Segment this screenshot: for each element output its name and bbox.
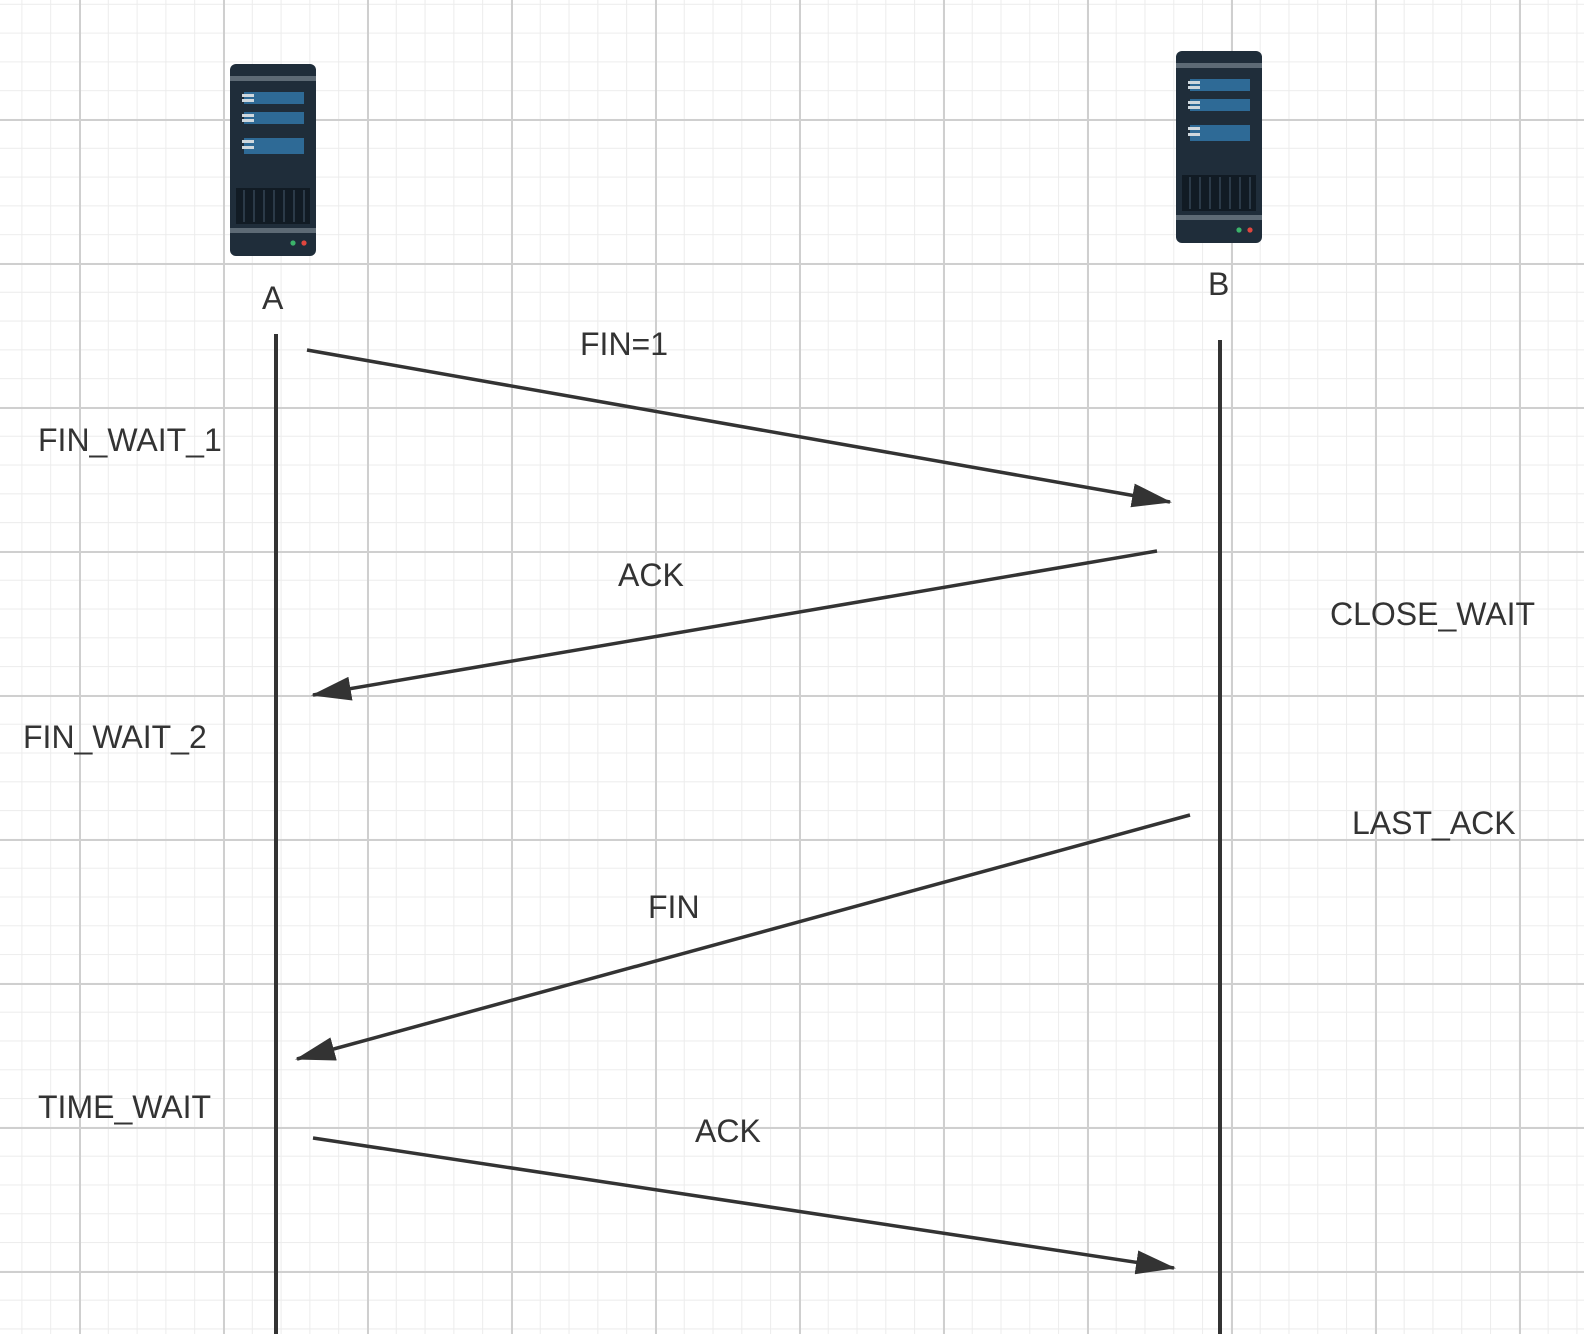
node-b-label: B	[1208, 266, 1230, 302]
state-label-fin-wait-1: FIN_WAIT_1	[38, 422, 222, 458]
node-a-label: A	[262, 280, 284, 316]
message-arrow-ack-1	[311, 549, 1158, 701]
message-arrow-ack-2	[312, 1136, 1176, 1275]
message-arrow-fin-1	[306, 348, 1172, 508]
message-label-ack-2: ACK	[695, 1113, 761, 1149]
server-b-icon	[1176, 51, 1262, 243]
message-label-fin-1: FIN=1	[580, 326, 669, 362]
state-label-fin-wait-2: FIN_WAIT_2	[23, 719, 207, 755]
message-label-fin-2: FIN	[648, 889, 700, 925]
state-label-time-wait: TIME_WAIT	[38, 1089, 212, 1125]
message-arrow-fin-2	[295, 813, 1191, 1061]
state-label-close-wait: CLOSE_WAIT	[1330, 596, 1536, 632]
state-label-last-ack: LAST_ACK	[1352, 805, 1516, 841]
server-a-icon	[230, 64, 316, 256]
message-label-ack-1: ACK	[618, 557, 684, 593]
